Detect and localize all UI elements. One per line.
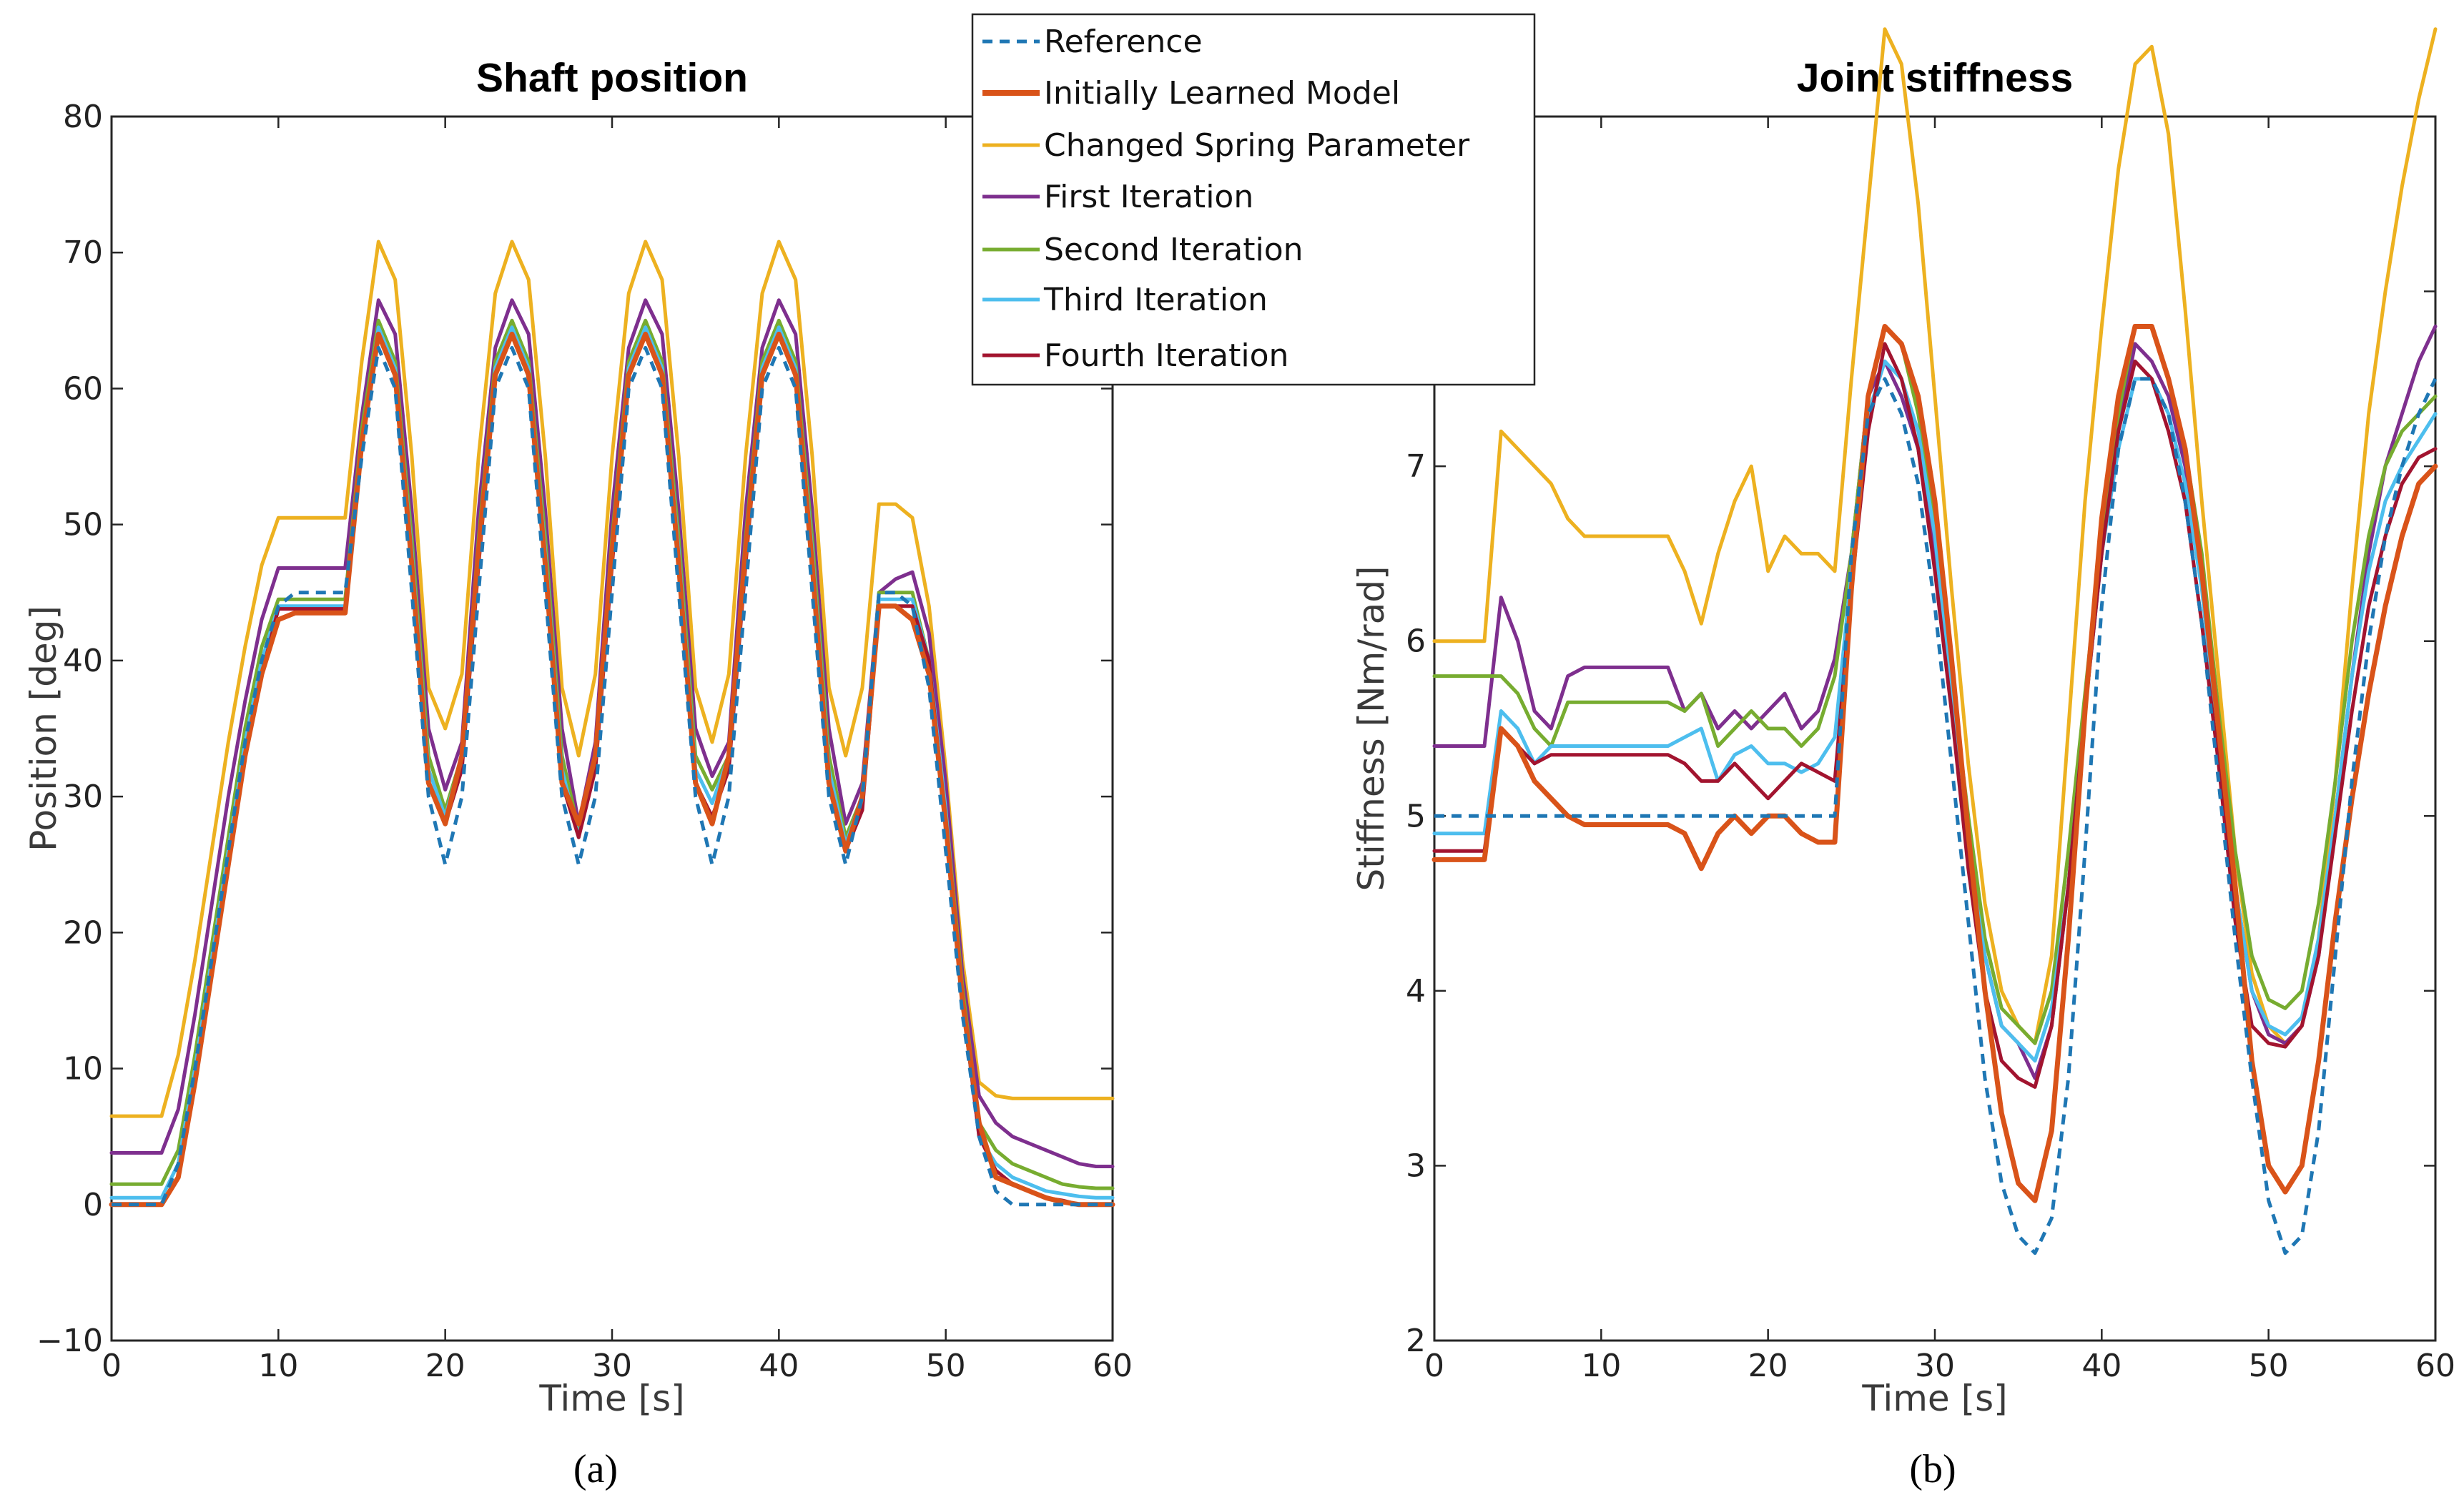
y-tick-label: 5: [1406, 798, 1426, 834]
x-tick-label: 20: [1748, 1348, 1788, 1384]
x-tick-label: 0: [102, 1348, 122, 1384]
series-line-initially-learned-model: [109, 331, 1115, 1208]
y-axis-label: Position [deg]: [23, 606, 64, 852]
legend-label: First Iteration: [1044, 179, 1253, 215]
series-line-first-iteration: [109, 298, 1115, 1168]
x-tick-label: 40: [759, 1348, 799, 1384]
legend-label: Changed Spring Parameter: [1044, 127, 1470, 164]
chart-title: Joint stiffness: [1797, 55, 2073, 101]
y-tick-label: 20: [63, 914, 103, 951]
y-tick-label: 7: [1406, 448, 1426, 485]
series-line-fourth-iteration: [1432, 342, 2438, 1089]
x-tick-label: 0: [1424, 1348, 1444, 1384]
y-tick-label: 0: [83, 1187, 103, 1223]
panel-caption: (a): [573, 1447, 618, 1491]
y-tick-label: 50: [63, 507, 103, 543]
series-line-first-iteration: [1432, 325, 2438, 1080]
panel-caption: (b): [1909, 1447, 1956, 1491]
series-line-reference: [112, 345, 1113, 1207]
legend-label: Reference: [1044, 24, 1203, 60]
legend-box: [971, 13, 1536, 386]
x-axis-label: Time [s]: [538, 1378, 684, 1419]
legend-label: Initially Learned Model: [1044, 75, 1400, 112]
x-tick-label: 30: [1915, 1348, 1955, 1384]
panel-shaft-position: Shaft position 0 10 20 30 40 50 60−10010203040…: [23, 55, 1133, 1491]
x-tick-label: 40: [2081, 1348, 2121, 1384]
x-tick-label: 10: [258, 1348, 298, 1384]
x-tick-label: 60: [1093, 1348, 1133, 1384]
x-tick-label: 20: [425, 1348, 465, 1384]
x-tick-label: 50: [926, 1348, 966, 1384]
x-tick-label: 10: [1581, 1348, 1621, 1384]
y-tick-label: 6: [1406, 623, 1426, 660]
x-tick-label: 30: [592, 1348, 632, 1384]
y-tick-label: 80: [63, 99, 103, 135]
series-line-third-iteration: [1432, 359, 2438, 1063]
y-tick-label: 30: [63, 779, 103, 815]
x-tick-label: 50: [2249, 1348, 2289, 1384]
y-tick-label: 60: [63, 370, 103, 407]
y-tick-label: 2: [1406, 1323, 1426, 1359]
y-axis-label: Stiffness [Nm/rad]: [1351, 566, 1392, 891]
y-tick-label: −10: [36, 1323, 103, 1359]
x-tick-label: 60: [2415, 1348, 2455, 1384]
y-tick-label: 40: [63, 643, 103, 679]
legend-label: Fourth Iteration: [1044, 337, 1288, 374]
y-tick-label: 3: [1406, 1148, 1426, 1184]
legend-label: Third Iteration: [1043, 282, 1268, 318]
chart-title: Shaft position: [476, 55, 748, 101]
y-tick-label: 10: [63, 1051, 103, 1087]
y-tick-label: 4: [1406, 973, 1426, 1010]
x-axis-label: Time [s]: [1861, 1378, 2007, 1419]
series-line-initially-learned-model: [1431, 324, 2438, 1203]
y-tick-label: 70: [63, 235, 103, 271]
legend: Reference Initially Learned Model Changed …: [971, 13, 1536, 386]
series-line-reference: [1434, 377, 2438, 1255]
legend-label: Second Iteration: [1044, 232, 1304, 268]
